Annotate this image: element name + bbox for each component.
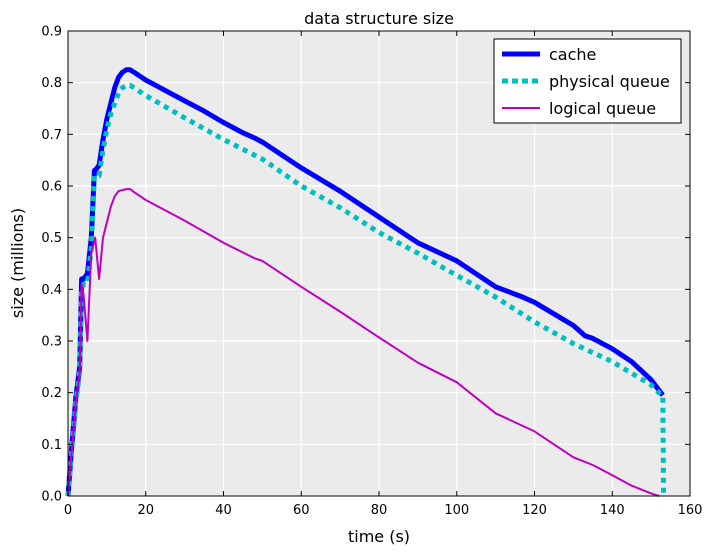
y-tick-label: 0.9 (41, 25, 62, 40)
x-axis-label: time (s) (348, 527, 410, 546)
legend: cache physical queue logical queue (493, 38, 682, 124)
y-tick-label: 0.8 (41, 76, 62, 91)
y-tick-label: 0.2 (41, 386, 62, 401)
series-line-logical-queue (67, 188, 660, 497)
y-tick-label: 0.7 (41, 128, 62, 143)
legend-label: cache (549, 45, 596, 64)
y-tick-label: 0.4 (41, 283, 62, 298)
legend-label: physical queue (549, 72, 670, 91)
x-tick-label: 120 (522, 503, 547, 518)
x-tick-label: 80 (371, 503, 388, 518)
y-tick-label: 0.3 (41, 335, 62, 350)
y-tick-label: 0.5 (41, 231, 62, 246)
y-tick-label: 0.6 (41, 180, 62, 195)
x-tick-label: 100 (444, 503, 469, 518)
y-axis: 0.0 0.1 0.2 0.3 0.4 0.5 0.6 0.7 0.8 0.9 (41, 25, 690, 505)
legend-label: logical queue (549, 99, 656, 118)
x-tick-label: 160 (678, 503, 703, 518)
y-tick-label: 0.0 (41, 490, 62, 505)
series-lines (65, 67, 667, 497)
x-tick-label: 0 (64, 503, 72, 518)
chart-title: data structure size (304, 9, 454, 28)
y-axis-label: size (millions) (8, 208, 27, 318)
x-tick-label: 140 (600, 503, 625, 518)
series-line-physical-queue (65, 82, 667, 497)
x-tick-label: 20 (137, 503, 154, 518)
y-tick-label: 0.1 (41, 438, 62, 453)
x-axis: 0 20 40 60 80 100 120 140 160 (64, 31, 703, 518)
x-tick-label: 40 (215, 503, 232, 518)
x-tick-label: 60 (293, 503, 310, 518)
